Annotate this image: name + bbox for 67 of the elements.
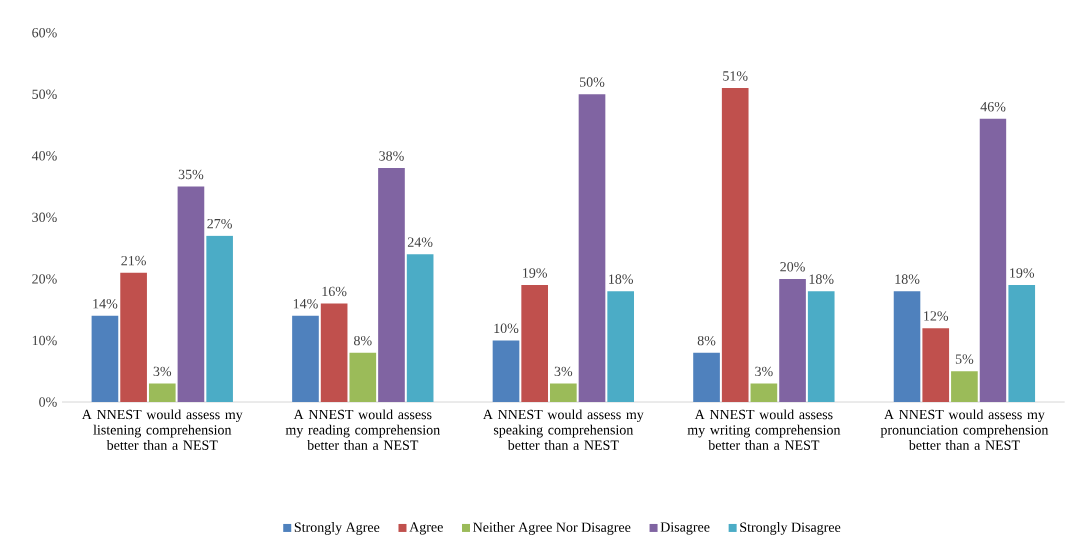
data-label: 51% — [723, 71, 748, 81]
bar — [779, 278, 806, 402]
data-label: 35% — [178, 169, 204, 180]
bar — [206, 235, 233, 402]
bar — [807, 291, 835, 402]
bar — [148, 383, 176, 402]
bar — [578, 94, 606, 402]
data-label: 16% — [322, 286, 347, 297]
y-tick-label: 40% — [31, 151, 57, 161]
data-label: 14% — [293, 298, 318, 309]
data-label: 21% — [121, 255, 146, 266]
bar — [292, 315, 319, 402]
data-label: 38% — [379, 151, 404, 161]
bar — [922, 328, 950, 402]
bar — [979, 118, 1007, 402]
x-tick-label: A NNEST would assess my writing comprehension better than a NEST — [687, 409, 841, 450]
x-tick-label: A NNEST would assess my listening comprehension better than a NEST — [81, 409, 243, 450]
data-label: 19% — [1010, 268, 1035, 278]
bar — [750, 383, 778, 402]
y-tick-label: 30% — [32, 212, 57, 223]
data-label: 50% — [579, 77, 605, 87]
data-label: 3% — [554, 366, 573, 377]
bar — [492, 340, 520, 402]
data-label: 8% — [697, 335, 716, 346]
bar — [521, 285, 549, 402]
bar — [91, 315, 119, 402]
bar — [378, 168, 405, 402]
data-label: 20% — [780, 262, 805, 272]
y-tick-label: 20% — [32, 274, 57, 284]
bar — [721, 88, 749, 402]
data-label: 27% — [207, 218, 232, 229]
bar — [320, 303, 348, 402]
bar — [1008, 285, 1036, 402]
data-label: 8% — [354, 335, 372, 346]
bar — [349, 352, 377, 402]
y-tick-label: 10% — [32, 335, 57, 346]
data-label: 5% — [955, 354, 974, 364]
bar — [177, 186, 205, 402]
bar — [550, 383, 577, 402]
y-tick-label: 60% — [32, 27, 57, 38]
bar — [406, 254, 434, 402]
data-label: 46% — [980, 101, 1006, 112]
data-label: 10% — [494, 323, 519, 334]
bar — [120, 272, 147, 402]
data-label: 24% — [407, 237, 433, 247]
legend-label: Neither Agree Nor Disagree — [473, 522, 631, 535]
legend-label: Agree — [409, 522, 443, 535]
x-tick-label: A NNEST would assess my reading comprehension better than a NEST — [285, 409, 440, 450]
data-label: 14% — [93, 298, 118, 309]
bar — [951, 371, 978, 402]
legend-label: Disagree — [660, 522, 710, 535]
data-label: 18% — [609, 274, 634, 284]
data-label: 18% — [895, 274, 920, 284]
data-label: 18% — [809, 274, 834, 284]
data-label: 3% — [153, 366, 172, 377]
x-tick-label: A NNEST would assess my pronunciation comprehension better than a NEST — [880, 409, 1049, 450]
bar — [693, 352, 720, 402]
x-tick-label: A NNEST would assess my speaking comprehension better than a NEST — [482, 409, 644, 450]
y-tick-label: 0% — [39, 397, 57, 407]
y-tick-label: 50% — [32, 89, 57, 99]
legend-label: Strongly Disagree — [740, 522, 841, 535]
legend-label: Strongly Agree — [294, 522, 380, 535]
bar — [607, 291, 635, 402]
bar — [893, 291, 921, 402]
data-label: 12% — [924, 311, 949, 321]
data-label: 3% — [755, 366, 773, 377]
data-label: 19% — [523, 268, 548, 278]
